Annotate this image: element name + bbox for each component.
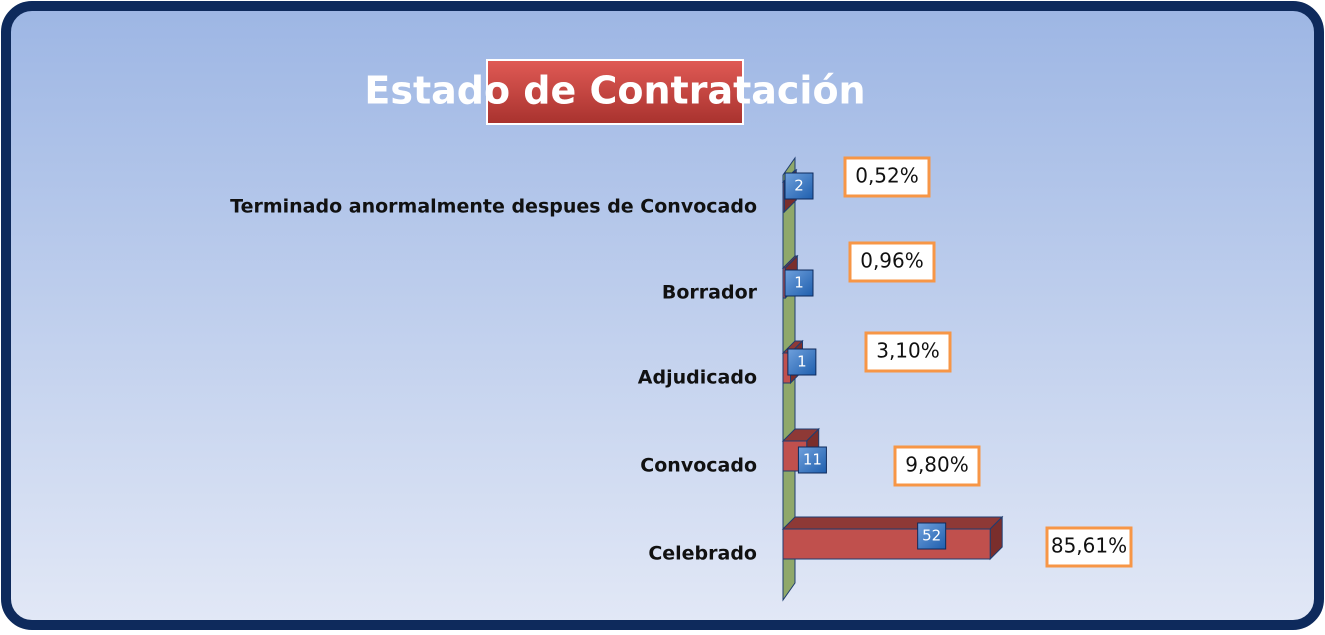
count-box	[784, 172, 814, 200]
value-label: 0,96%	[860, 249, 924, 273]
value-label: 85,61%	[1051, 534, 1127, 558]
value-label-box	[893, 445, 981, 487]
bar	[781, 515, 1004, 561]
value-label-box	[848, 241, 936, 283]
value-label-box	[1045, 526, 1133, 568]
value-label-box	[864, 331, 952, 373]
category-label: Adjudicado	[638, 367, 757, 389]
category-label: Celebrado	[648, 543, 757, 565]
value-label-box	[843, 156, 931, 198]
category-label: Borrador	[662, 282, 758, 304]
count-label: 1	[797, 353, 807, 371]
category-label: Convocado	[640, 455, 757, 477]
count-box	[784, 269, 814, 297]
count-label: 1	[794, 274, 804, 292]
chart-title: Estado de Contratación	[364, 69, 865, 113]
count-box	[917, 522, 947, 550]
value-label: 3,10%	[876, 339, 940, 363]
category-label: Terminado anormalmente despues de Convoc…	[230, 196, 757, 218]
value-label: 0,52%	[855, 164, 919, 188]
count-label: 52	[922, 527, 941, 545]
count-box	[797, 446, 827, 474]
value-label: 9,80%	[905, 453, 969, 477]
title-box	[486, 59, 744, 125]
count-box	[787, 348, 817, 376]
count-label: 2	[794, 177, 804, 195]
count-label: 11	[803, 451, 822, 469]
